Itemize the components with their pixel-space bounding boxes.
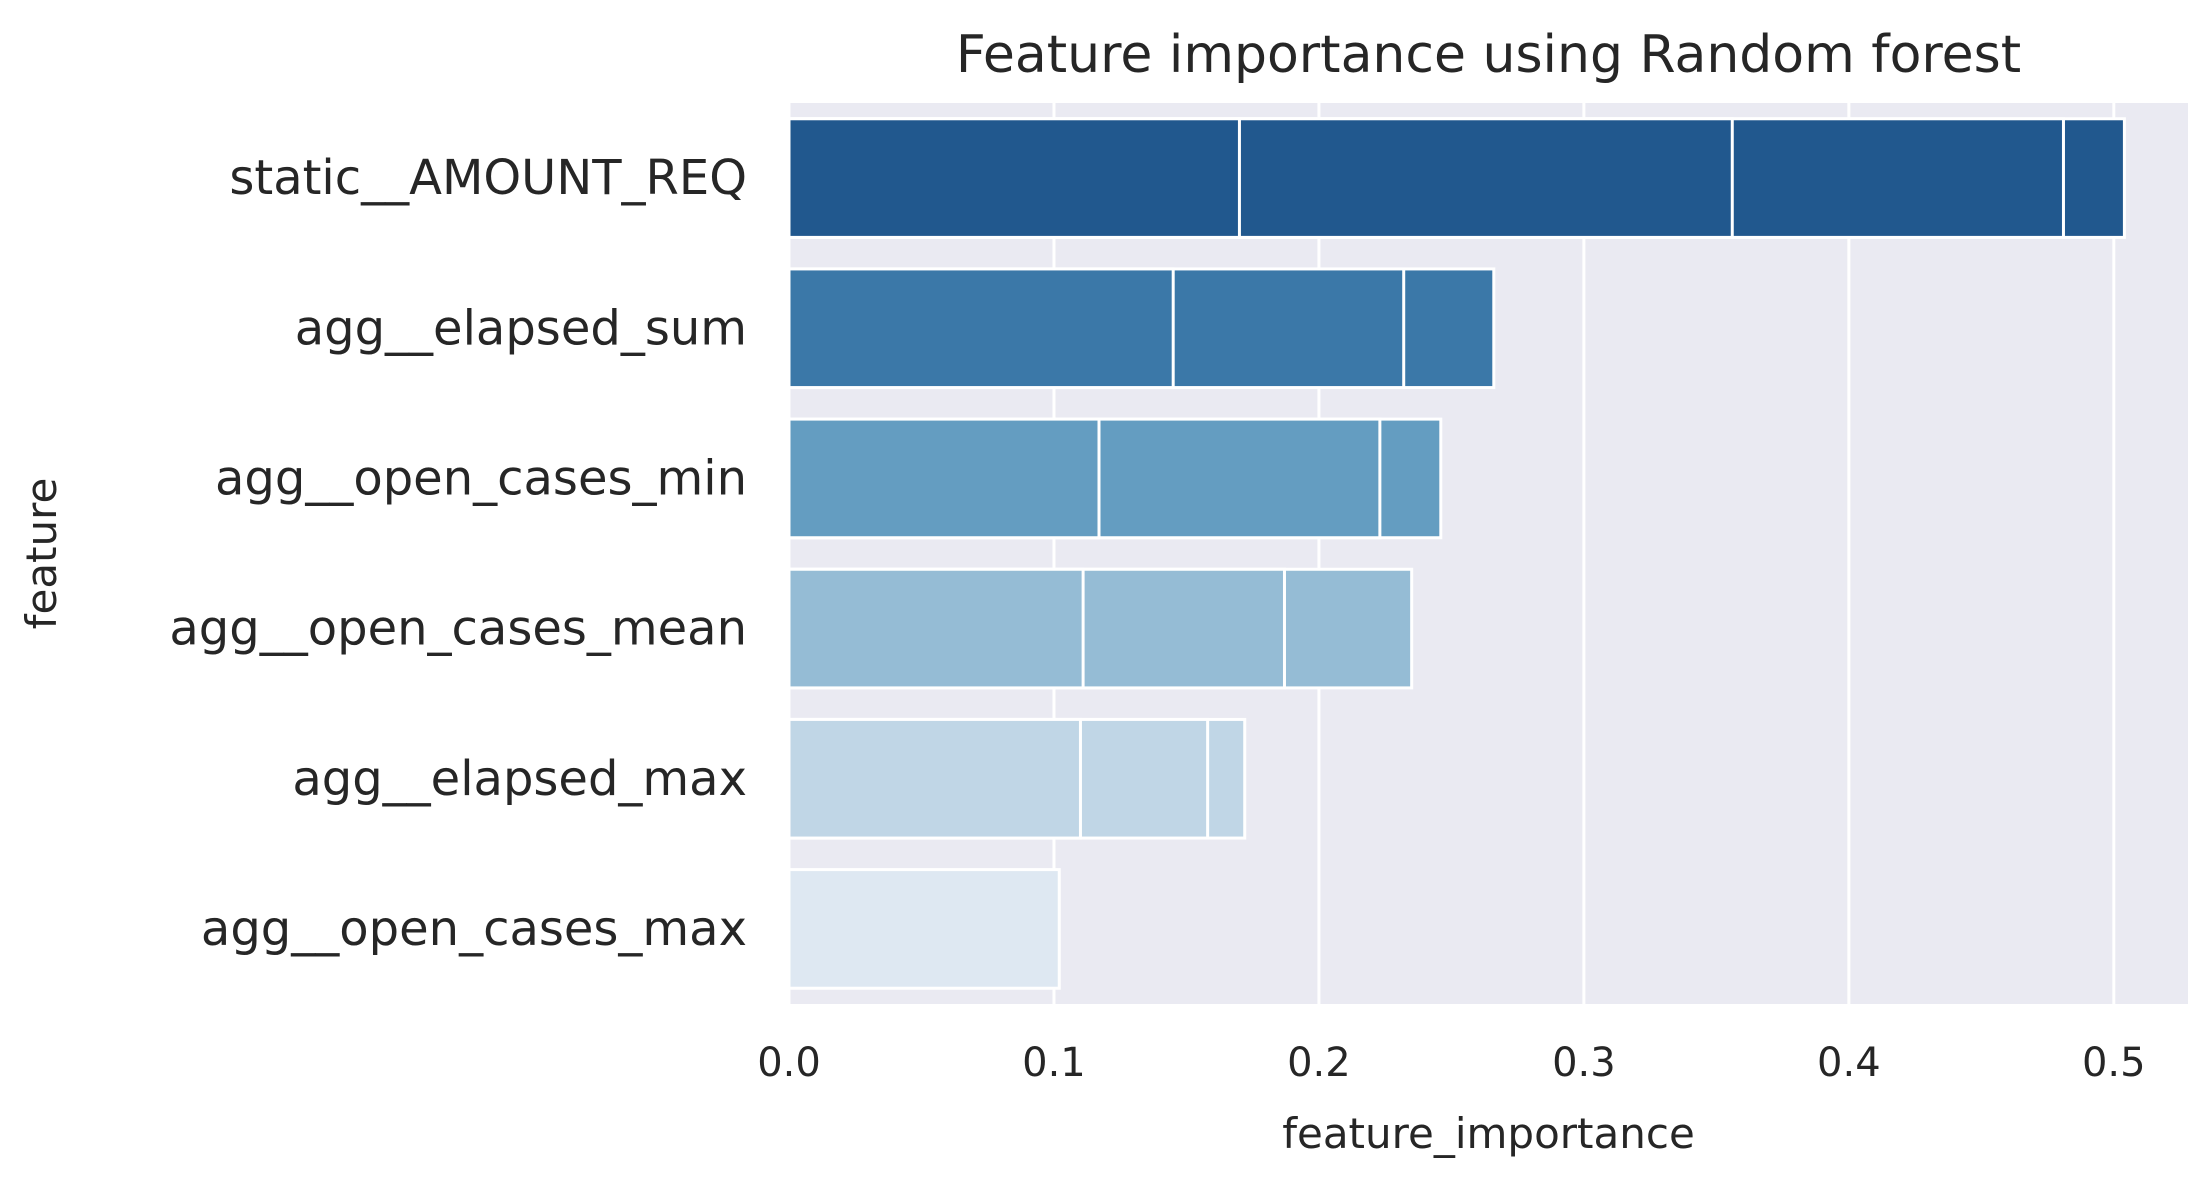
bar-agg-open-cases-min-2 <box>787 417 1101 540</box>
x-axis-label: feature_importance <box>1282 1109 1695 1158</box>
bars <box>787 117 2126 990</box>
bar-agg-open-cases-mean-2 <box>787 567 1085 690</box>
bar-agg-elapsed-sum-2 <box>787 267 1175 390</box>
plot-area <box>789 103 2188 1004</box>
y-axis-label: feature <box>17 478 66 630</box>
y-tick-label-static-amount-req: static__AMOUNT_REQ <box>229 150 747 206</box>
bar-agg-elapsed-max-2 <box>787 717 1082 840</box>
x-tick-label-3: 0.3 <box>1552 1040 1616 1086</box>
x-tick-label-1: 0.1 <box>1022 1040 1086 1086</box>
x-tick-label-2: 0.2 <box>1287 1040 1351 1086</box>
bar-static-amount-req-3 <box>787 117 1241 239</box>
y-tick-label-agg-open-cases-max: agg__open_cases_max <box>201 901 747 957</box>
y-tick-label-agg-elapsed-max: agg__elapsed_max <box>292 751 747 807</box>
y-tick-label-agg-open-cases-mean: agg__open_cases_mean <box>169 601 747 657</box>
x-tick-label-5: 0.5 <box>2082 1040 2146 1086</box>
y-tick-label-agg-open-cases-min: agg__open_cases_min <box>215 450 747 506</box>
gridlines <box>787 103 2116 1004</box>
bar-agg-open-cases-max-0 <box>787 868 1061 990</box>
x-tick-label-0: 0.0 <box>757 1040 821 1086</box>
y-tick-labels: static__AMOUNT_REQ agg__elapsed_sum agg__o… <box>169 150 747 957</box>
x-tick-labels: 0.0 0.1 0.2 0.3 0.4 0.5 <box>757 1040 2145 1086</box>
x-tick-label-4: 0.4 <box>1817 1040 1881 1086</box>
chart-title: Feature importance using Random forest <box>956 25 2021 85</box>
y-tick-label-agg-elapsed-sum: agg__elapsed_sum <box>295 300 747 356</box>
